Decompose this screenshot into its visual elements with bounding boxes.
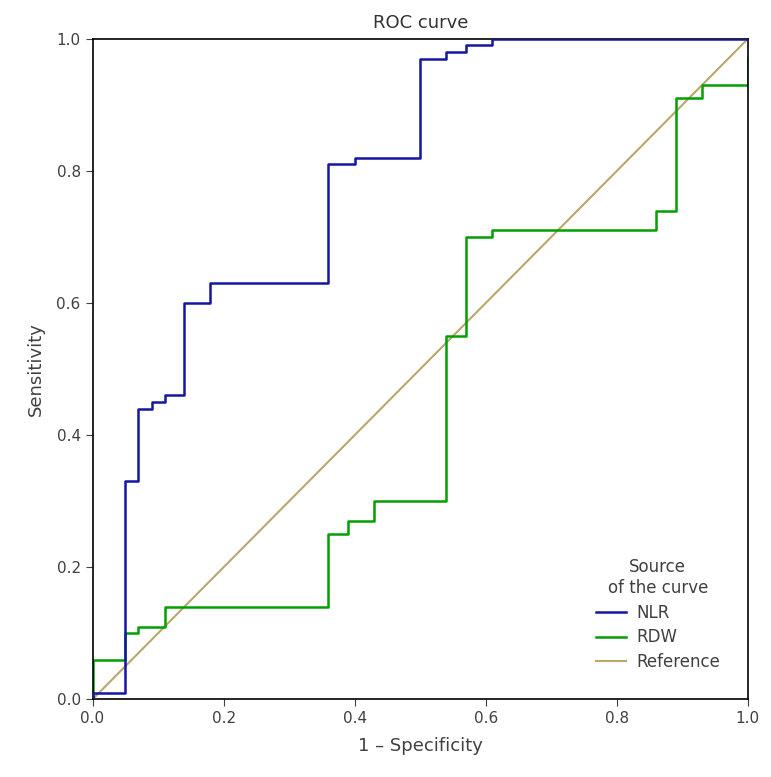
NLR <box>416 54 425 63</box>
RDW <box>134 629 143 638</box>
NLR <box>461 47 470 57</box>
RDW <box>88 695 97 704</box>
RDW <box>651 225 661 235</box>
RDW <box>369 497 379 506</box>
NLR <box>324 279 333 288</box>
RDW <box>88 655 97 664</box>
NLR <box>442 54 451 63</box>
RDW <box>369 516 379 525</box>
Y-axis label: Sensitivity: Sensitivity <box>27 322 45 416</box>
NLR <box>134 476 143 486</box>
NLR <box>160 397 169 407</box>
NLR <box>146 397 156 407</box>
Title: ROC curve: ROC curve <box>372 14 468 32</box>
NLR <box>350 153 359 162</box>
NLR <box>350 159 359 169</box>
RDW <box>487 232 497 242</box>
NLR <box>206 279 215 288</box>
Legend: NLR, RDW, Reference: NLR, RDW, Reference <box>589 552 726 678</box>
RDW <box>324 530 333 539</box>
RDW <box>324 602 333 611</box>
RDW <box>743 81 752 90</box>
NLR <box>88 695 97 704</box>
NLR <box>180 391 189 400</box>
NLR <box>88 688 97 698</box>
NLR <box>120 688 130 698</box>
RDW <box>344 530 353 539</box>
RDW <box>160 622 169 631</box>
RDW <box>120 629 130 638</box>
RDW <box>442 497 451 506</box>
NLR <box>206 298 215 308</box>
RDW <box>651 206 661 215</box>
NLR <box>442 47 451 57</box>
NLR <box>651 34 661 44</box>
RDW <box>344 516 353 525</box>
RDW <box>134 622 143 631</box>
RDW <box>461 232 470 242</box>
RDW <box>461 331 470 340</box>
RDW <box>671 206 681 215</box>
NLR <box>324 159 333 169</box>
RDW <box>697 93 706 103</box>
Line: RDW: RDW <box>93 58 748 699</box>
NLR <box>651 34 661 44</box>
NLR <box>120 476 130 486</box>
RDW <box>697 81 706 90</box>
NLR <box>146 404 156 413</box>
NLR <box>743 34 752 44</box>
X-axis label: 1 – Specificity: 1 – Specificity <box>358 737 483 755</box>
NLR <box>134 404 143 413</box>
NLR <box>743 34 752 44</box>
NLR <box>487 41 497 51</box>
NLR <box>160 391 169 400</box>
RDW <box>487 225 497 235</box>
NLR <box>180 298 189 308</box>
RDW <box>120 655 130 664</box>
RDW <box>442 331 451 340</box>
NLR <box>487 34 497 44</box>
Line: NLR: NLR <box>93 39 748 699</box>
NLR <box>461 41 470 51</box>
RDW <box>160 602 169 611</box>
NLR <box>416 153 425 162</box>
RDW <box>671 93 681 103</box>
RDW <box>743 54 752 63</box>
